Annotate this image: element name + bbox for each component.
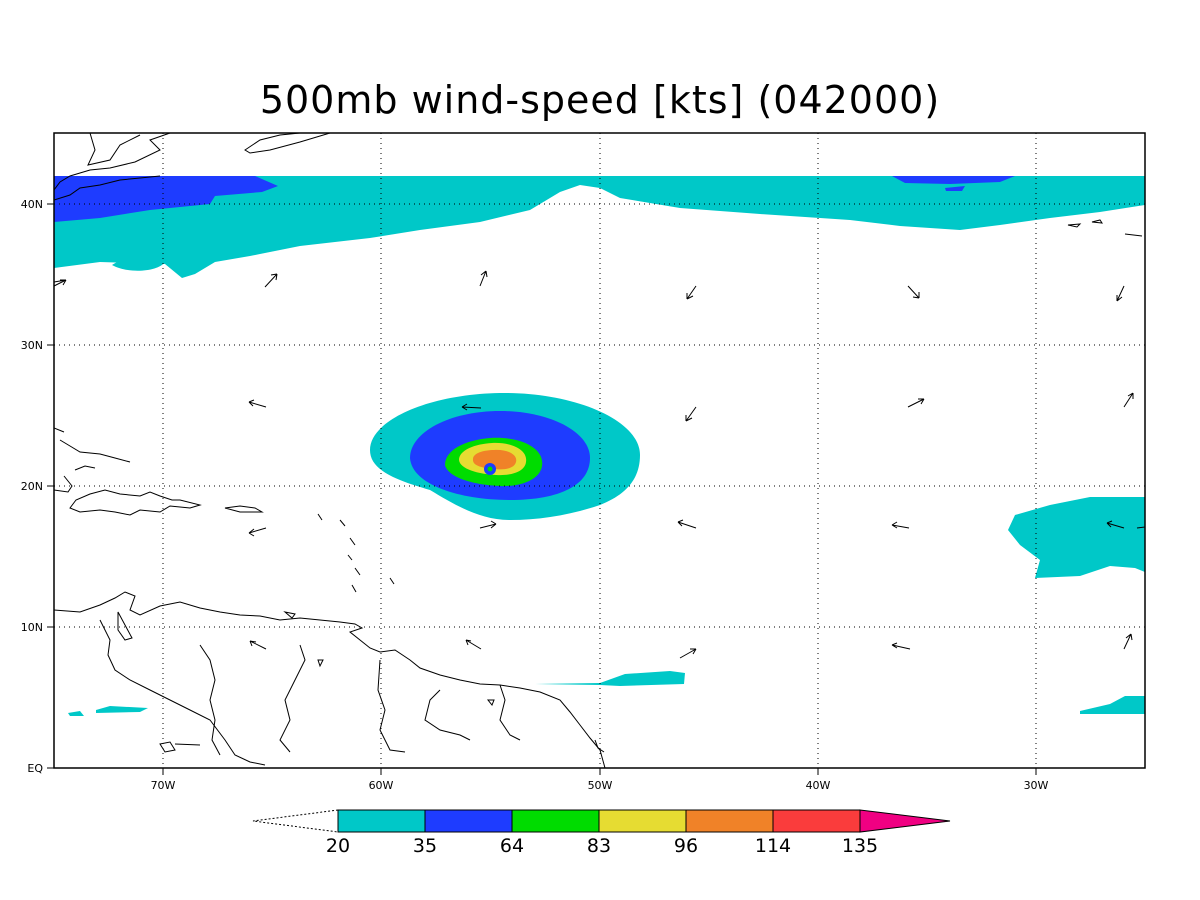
jet-blob-small (112, 256, 165, 271)
colorbar-label-83: 83 (587, 835, 611, 857)
wind-arrow (1123, 392, 1134, 408)
colorbar-high-triangle (859, 809, 951, 833)
lon-label-50w: 50W (588, 779, 613, 792)
wind-arrow (685, 406, 697, 422)
wind-arrow (53, 279, 67, 287)
colorbar-swatch-96-114 (685, 809, 774, 833)
wind-arrow (1116, 285, 1125, 302)
south-wind-patch (535, 671, 685, 686)
colorbar-low-triangle (252, 809, 339, 833)
colorbar-label-114: 114 (755, 835, 791, 857)
east-wind-patch (1008, 497, 1145, 578)
colorbar-swatch-83-96 (598, 809, 687, 833)
colorbar-label-64: 64 (500, 835, 524, 857)
colorbar-label-135: 135 (842, 835, 878, 857)
wind-arrow (1106, 520, 1125, 529)
wind-arrow (479, 270, 488, 287)
hurricane-ring-96 (472, 449, 517, 470)
se-wind-patch (1080, 696, 1145, 714)
lon-label-70w: 70W (151, 779, 176, 792)
axis-ticks (47, 203, 1037, 775)
wind-arrow (891, 521, 910, 529)
jet-band-north (54, 176, 1145, 278)
lat-label-10n: 10N (21, 621, 43, 634)
wind-arrow (686, 285, 697, 300)
jet-core-ne-small (945, 186, 965, 191)
wind-arrow (907, 285, 920, 299)
jet-core-nw (54, 176, 278, 222)
lat-label-eq: EQ (27, 762, 43, 775)
coastlines (54, 133, 1143, 768)
colorbar-swatch-114-135 (772, 809, 861, 833)
colorbar-swatch-20-35 (337, 809, 426, 833)
wind-arrow (465, 639, 482, 650)
wind-arrow (891, 642, 911, 650)
wind-arrow (1136, 526, 1146, 529)
wind-arrow (679, 648, 697, 659)
lat-label-40n: 40N (21, 198, 43, 211)
wind-arrow (1123, 633, 1133, 650)
wind-arrow (907, 398, 925, 408)
lat-label-20n: 20N (21, 480, 43, 493)
wind-speed-shading (54, 176, 1145, 716)
wind-arrow (264, 273, 278, 288)
colorbar: 20 35 64 83 96 114 135 (252, 809, 951, 857)
lon-label-60w: 60W (369, 779, 394, 792)
wind-arrow (249, 640, 267, 650)
colorbar-swatch-64-83 (511, 809, 600, 833)
graticule (54, 133, 1145, 768)
lon-label-30w: 30W (1024, 779, 1049, 792)
lat-label-30n: 30N (21, 339, 43, 352)
jet-core-ne (892, 176, 1015, 184)
sw-wind-patch-1 (96, 706, 148, 713)
wind-arrow (677, 519, 697, 529)
wind-arrow (461, 403, 482, 411)
wind-arrow (479, 520, 497, 529)
colorbar-label-96: 96 (674, 835, 698, 857)
wind-arrow (248, 527, 267, 537)
colorbar-label-20: 20 (326, 835, 350, 857)
sw-wind-patch-2 (68, 711, 84, 716)
wind-arrow (248, 399, 267, 408)
colorbar-swatch-35-64 (424, 809, 513, 833)
lon-label-40w: 40W (806, 779, 831, 792)
colorbar-label-35: 35 (413, 835, 437, 857)
wind-vectors (53, 270, 1146, 659)
chart-title: 500mb wind-speed [kts] (042000) (259, 78, 941, 122)
